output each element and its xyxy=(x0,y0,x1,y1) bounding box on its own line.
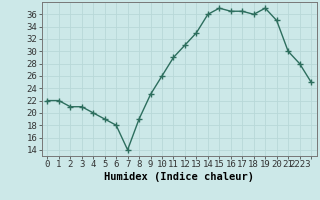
X-axis label: Humidex (Indice chaleur): Humidex (Indice chaleur) xyxy=(104,172,254,182)
